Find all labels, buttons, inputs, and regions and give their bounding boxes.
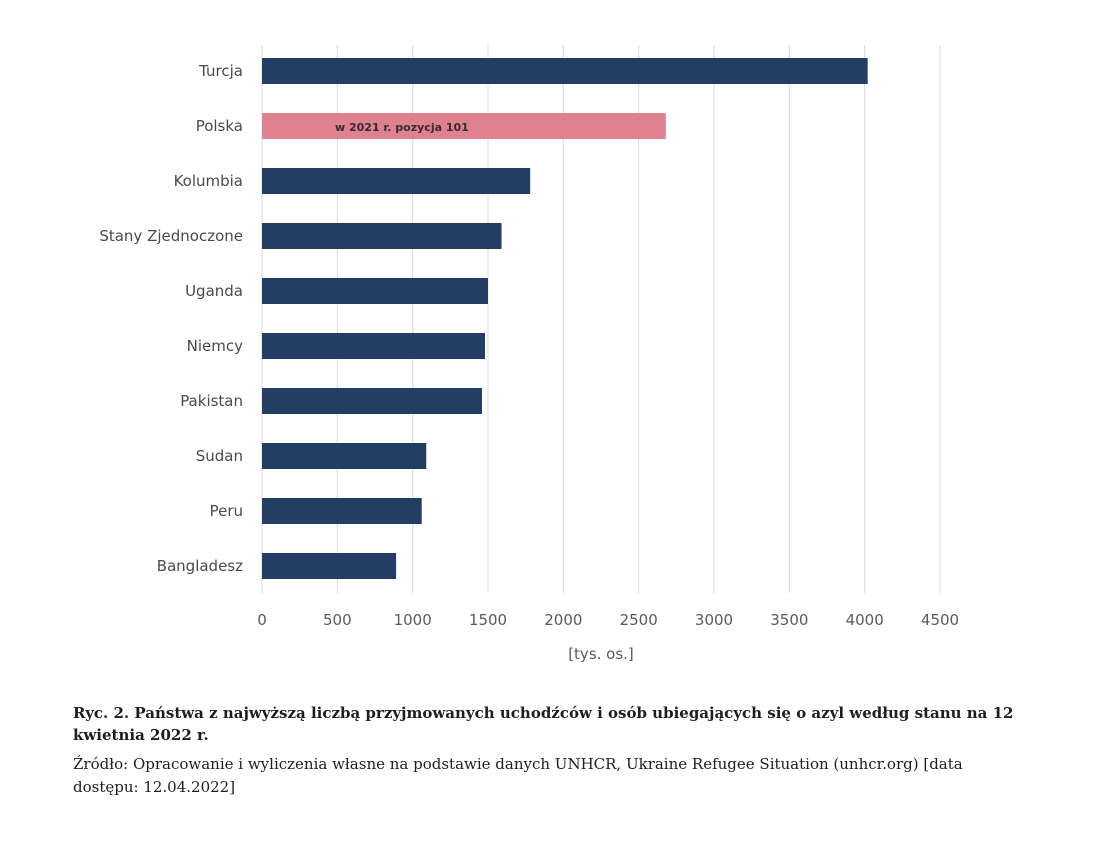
x-axis-title: [tys. os.]: [568, 645, 634, 663]
x-tick-label-3500: 3500: [770, 611, 808, 629]
category-label-kolumbia: Kolumbia: [174, 172, 243, 190]
category-label-pakistan: Pakistan: [180, 392, 243, 410]
bar-annotation: w 2021 r. pozycja 101: [335, 121, 469, 134]
category-label-sudan: Sudan: [196, 447, 243, 465]
bar-niemcy: [262, 333, 485, 359]
bar-kolumbia: [262, 168, 531, 194]
x-tick-label-0: 0: [257, 611, 267, 629]
category-label-peru: Peru: [210, 502, 243, 520]
caption-title: Ryc. 2. Państwa z najwyższą liczbą przyj…: [73, 704, 1014, 744]
x-tick-label-2000: 2000: [544, 611, 582, 629]
bar-pakistan: [262, 388, 482, 414]
x-tick-label-1000: 1000: [394, 611, 432, 629]
category-label-polska: Polska: [196, 117, 243, 135]
bar-sudan: [262, 443, 427, 469]
bar-peru: [262, 498, 422, 524]
category-label-uganda: Uganda: [185, 282, 243, 300]
x-tick-label-3000: 3000: [695, 611, 733, 629]
bar-uganda: [262, 278, 488, 304]
refugee-bar-chart: 0 500 1000 1500 2000 2500 3000 3500 4000 4500 [tys…: [99, 45, 959, 663]
x-tick-label-2500: 2500: [620, 611, 658, 629]
x-tick-label-1500: 1500: [469, 611, 507, 629]
figure-caption: Ryc. 2. Państwa z najwyższą liczbą przyj…: [73, 702, 1033, 799]
bar-polska: [262, 113, 666, 139]
x-tick-label-4000: 4000: [846, 611, 884, 629]
x-tick-label-500: 500: [323, 611, 352, 629]
category-label-bangladesz: Bangladesz: [157, 557, 243, 575]
category-label-turcja: Turcja: [198, 62, 243, 80]
category-label-niemcy: Niemcy: [187, 337, 243, 355]
bar-turcja: [262, 58, 868, 84]
x-tick-label-4500: 4500: [921, 611, 959, 629]
bar-bangladesz: [262, 553, 397, 579]
category-label-stany-zjednoczone: Stany Zjednoczone: [99, 227, 243, 245]
bar-stany-zjednoczone: [262, 223, 502, 249]
caption-source: Źródło: Opracowanie i wyliczenia własne …: [73, 755, 963, 796]
